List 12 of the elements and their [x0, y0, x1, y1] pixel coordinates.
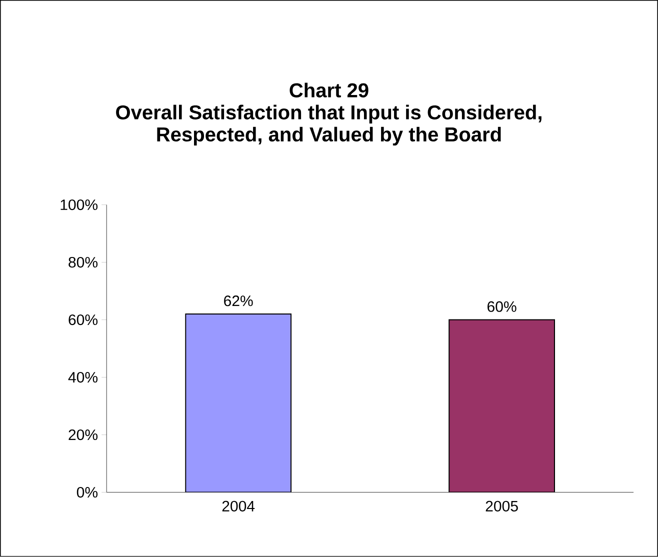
y-tick-label: 40% — [68, 372, 98, 383]
y-tick-label: 60% — [68, 314, 98, 326]
chart-title: Chart 29 — [290, 82, 368, 98]
y-tick-label: 0% — [76, 487, 98, 498]
y-tick-label: 100% — [60, 200, 98, 210]
x-tick-label: 2004 — [222, 500, 255, 512]
data-label: 60% — [488, 301, 516, 312]
data-label: 62% — [224, 296, 253, 306]
chart-subtitle: Overall Satisfaction that Input is Considered, Respected, and Valued by the Board — [116, 104, 542, 146]
y-tick-label: 20% — [68, 430, 98, 440]
y-tick-label: 80% — [68, 257, 98, 268]
x-tick-label: 2005 — [486, 500, 518, 512]
